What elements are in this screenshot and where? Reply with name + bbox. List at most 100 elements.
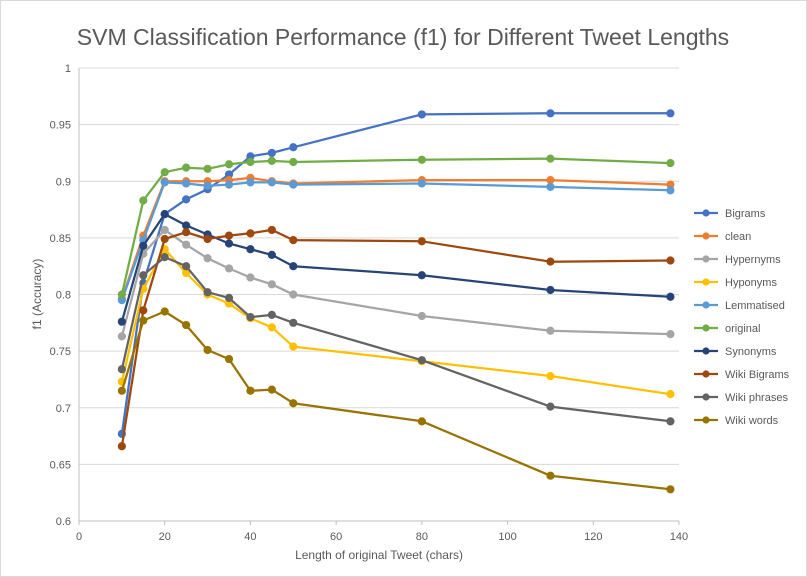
legend-swatch-marker (702, 255, 710, 263)
series-lines (117, 109, 675, 494)
data-point (546, 371, 555, 381)
data-point (139, 196, 148, 205)
data-point (417, 271, 426, 280)
x-tick-label: 20 (159, 531, 171, 543)
y-tick-label: 1 (65, 63, 71, 75)
data-point (546, 257, 555, 266)
data-point (546, 285, 555, 295)
data-point (182, 240, 191, 249)
legend-item-bigrams: Bigrams (694, 208, 766, 220)
series-line-wiki-words (120, 310, 671, 491)
data-point (224, 239, 234, 248)
legend-label: Wiki phrases (725, 392, 788, 404)
legend-swatch-marker (702, 324, 710, 332)
series-lemmatised (117, 178, 675, 305)
data-point (224, 354, 234, 364)
axes: 0.6 0.65 0.7 0.75 0.8 0.85 0.9 0.95 1 0 20 40 60 80 10… (50, 63, 689, 543)
x-tick-label: 120 (584, 531, 602, 543)
y-tick-label: 0.85 (50, 233, 71, 245)
data-point (666, 390, 675, 399)
data-point (267, 250, 276, 259)
data-point (203, 288, 212, 297)
data-point (160, 234, 169, 244)
legend-label: Wiki Bigrams (725, 369, 790, 381)
data-point (117, 317, 126, 326)
series-hyponyms (117, 245, 675, 399)
data-point (289, 290, 298, 299)
data-point (289, 342, 298, 351)
data-point (546, 176, 555, 185)
series-line-wiki-phrases (120, 255, 671, 423)
data-point (246, 229, 255, 238)
data-point (246, 273, 255, 282)
data-point (417, 356, 426, 365)
data-point (203, 164, 212, 173)
legend-label: Hyponyms (725, 277, 777, 289)
data-point (666, 159, 675, 168)
legend-item-lemmatised: Lemmatised (694, 300, 785, 312)
series-line-hyponyms (120, 248, 671, 396)
x-tick-label: 100 (498, 531, 516, 543)
data-point (289, 143, 298, 152)
legend-swatch-marker (702, 393, 710, 401)
legend-item-wiki-bigrams: Wiki Bigrams (694, 369, 790, 381)
legend-item-hyponyms: Hyponyms (694, 277, 777, 289)
legend-swatch-marker (702, 209, 710, 217)
data-point (666, 292, 675, 301)
data-point (182, 163, 191, 172)
legend-label: Hypernyms (725, 254, 781, 266)
data-point (546, 402, 555, 411)
series-line-original (120, 157, 671, 295)
legend-label: clean (725, 231, 751, 243)
data-point (267, 225, 276, 235)
data-point (267, 156, 276, 165)
legend-label: Synonyms (725, 346, 777, 358)
series-line-lemmatised (120, 181, 671, 301)
data-point (267, 148, 276, 158)
legend-swatch-marker (702, 278, 710, 286)
legend-item-clean: clean (694, 231, 751, 243)
legend-item-wiki-words: Wiki words (694, 415, 779, 427)
y-tick-label: 0.65 (50, 459, 71, 471)
series-line-synonyms (120, 212, 671, 323)
y-axis-label: f1 (Accuracy) (30, 259, 44, 330)
data-point (203, 345, 212, 355)
legend: Bigrams clean Hypernyms Hyponyms Lemmatised o… (694, 208, 790, 427)
legend-label: Bigrams (725, 208, 766, 220)
data-point (417, 237, 426, 246)
data-point (666, 186, 675, 195)
legend-swatch-marker (702, 301, 710, 309)
data-point (246, 386, 255, 395)
data-point (289, 262, 298, 271)
legend-label: original (725, 323, 760, 335)
chart-title: SVM Classification Performance (f1) for … (77, 24, 729, 50)
data-point (546, 326, 555, 335)
data-point (246, 157, 255, 167)
data-point (117, 332, 126, 341)
data-point (267, 385, 276, 394)
gridlines (79, 67, 679, 522)
legend-label: Lemmatised (725, 300, 785, 312)
legend-item-hypernyms: Hypernyms (694, 254, 781, 266)
legend-swatch-marker (702, 347, 710, 355)
data-point (267, 310, 276, 319)
y-tick-label: 0.9 (56, 176, 71, 188)
data-point (417, 155, 426, 164)
x-tick-label: 0 (76, 531, 82, 543)
data-point (267, 280, 276, 289)
data-point (117, 290, 126, 299)
data-point (246, 178, 255, 187)
series-original (117, 154, 675, 299)
legend-label: Wiki words (725, 415, 779, 427)
data-point (182, 262, 191, 271)
data-point (417, 179, 426, 188)
data-point (182, 221, 191, 230)
legend-swatch-marker (702, 232, 710, 240)
data-point (203, 254, 212, 263)
data-point (139, 316, 148, 325)
legend-item-synonyms: Synonyms (694, 346, 777, 358)
data-point (224, 264, 234, 273)
data-point (666, 485, 675, 494)
data-point (267, 323, 276, 332)
